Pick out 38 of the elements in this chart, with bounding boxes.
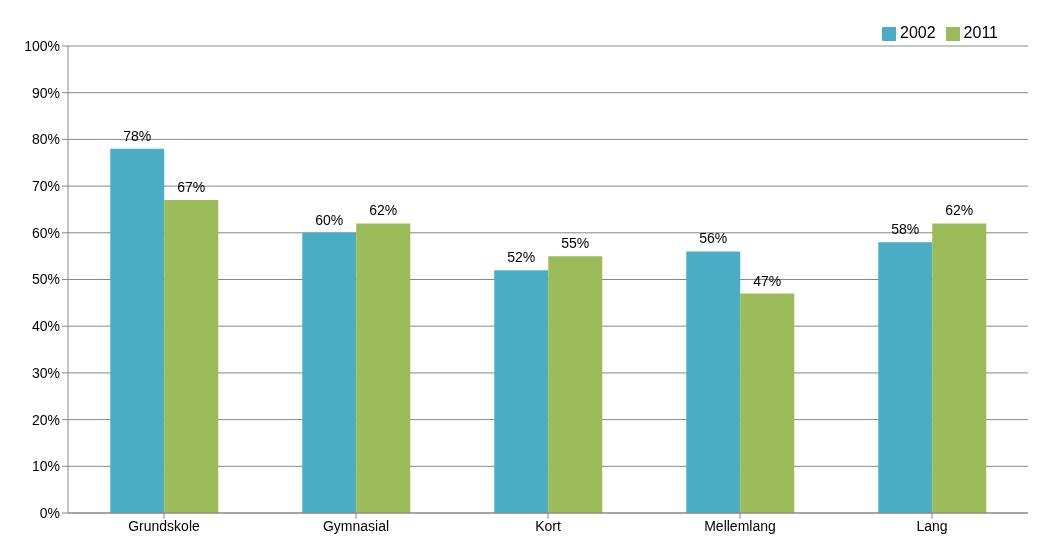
data-label: 58% bbox=[891, 221, 920, 238]
data-label: 67% bbox=[177, 179, 206, 196]
x-tick-label: Lang bbox=[916, 517, 948, 534]
bar bbox=[686, 251, 741, 513]
bar bbox=[110, 148, 165, 513]
y-tick-label: 50% bbox=[31, 271, 60, 288]
data-label: 62% bbox=[945, 202, 974, 219]
x-tick-label: Kort bbox=[535, 517, 561, 534]
y-tick-label: 30% bbox=[31, 364, 60, 381]
bar bbox=[548, 256, 603, 513]
bar bbox=[356, 223, 411, 513]
x-tick-label: Grundskole bbox=[128, 517, 201, 534]
bar bbox=[302, 232, 357, 513]
bar bbox=[164, 200, 219, 513]
y-tick-label: 70% bbox=[31, 178, 60, 195]
bar bbox=[878, 242, 933, 513]
x-tick-label: Mellemlang bbox=[704, 517, 776, 534]
y-tick-label: 0% bbox=[39, 504, 60, 521]
y-tick-label: 20% bbox=[31, 411, 60, 428]
data-label: 47% bbox=[753, 272, 782, 289]
data-label: 56% bbox=[699, 230, 728, 247]
data-label: 78% bbox=[123, 127, 152, 144]
y-tick-label: 10% bbox=[31, 458, 60, 475]
bar bbox=[494, 270, 549, 513]
y-tick-label: 90% bbox=[31, 84, 60, 101]
y-tick-label: 100% bbox=[24, 37, 60, 54]
y-tick-label: 80% bbox=[31, 131, 60, 148]
data-label: 55% bbox=[561, 235, 590, 252]
legend-label: 2002 bbox=[900, 24, 936, 41]
y-tick-label: 60% bbox=[31, 224, 60, 241]
bar bbox=[740, 293, 795, 513]
data-label: 60% bbox=[315, 211, 344, 228]
bar bbox=[932, 223, 987, 513]
x-tick-label: Gymnasial bbox=[322, 517, 390, 534]
data-label: 62% bbox=[369, 202, 398, 219]
y-tick-label: 40% bbox=[31, 318, 60, 335]
data-label: 52% bbox=[507, 249, 536, 266]
legend-label: 2011 bbox=[963, 24, 998, 41]
